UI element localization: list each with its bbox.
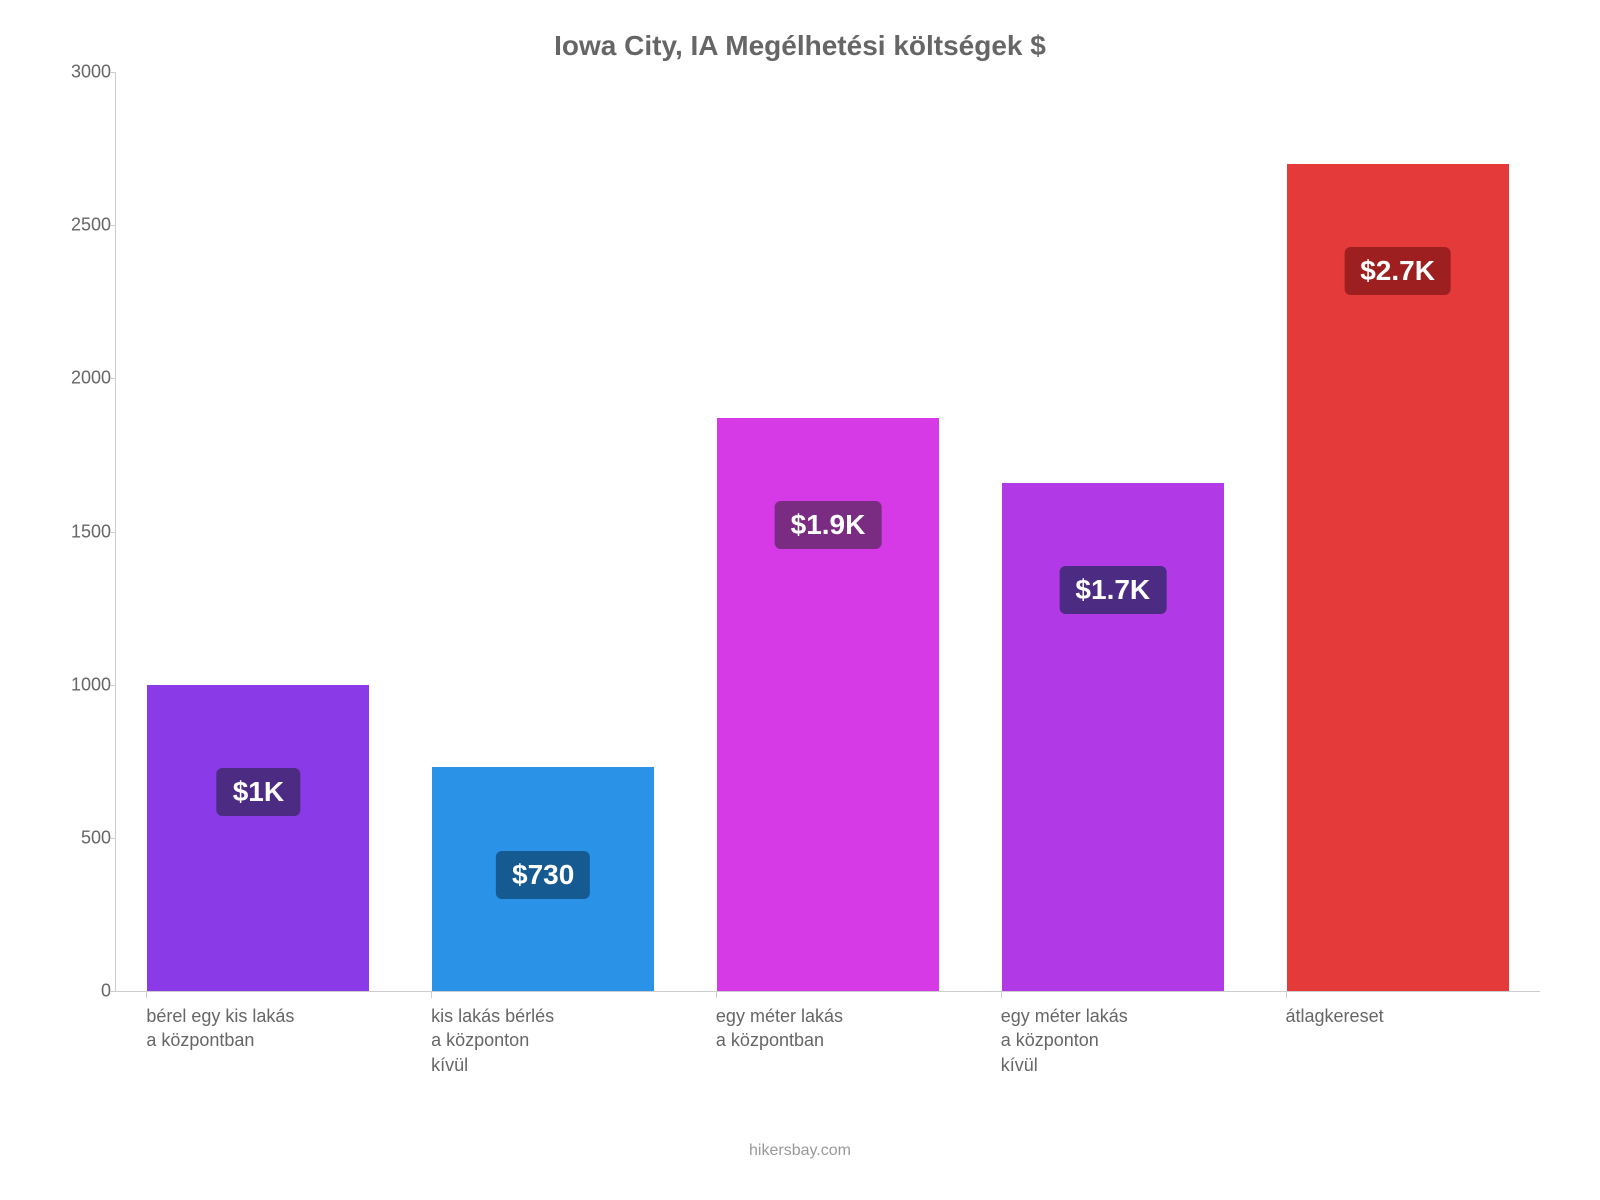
x-tick-label: bérel egy kis lakása központban [146, 1004, 408, 1053]
y-tick-label: 1000 [41, 674, 111, 695]
bar: $1.7K [1002, 483, 1224, 992]
value-badge: $2.7K [1344, 247, 1451, 295]
bar: $1.9K [717, 418, 939, 991]
y-tick-mark [110, 225, 116, 226]
x-tick-mark [146, 992, 147, 998]
bar: $1K [147, 685, 369, 991]
x-axis-labels: bérel egy kis lakása központban kis lakás… [115, 992, 1540, 1122]
x-tick-label: egy méter lakása központban [716, 1004, 978, 1053]
x-tick-mark [431, 992, 432, 998]
x-tick-mark [1001, 992, 1002, 998]
plot-area: 050010001500200025003000$1K$730$1.9K$1.7… [115, 72, 1540, 992]
y-tick-label: 2000 [41, 368, 111, 389]
x-tick-label: egy méter lakása központonkívül [1001, 1004, 1263, 1077]
chart-container: Iowa City, IA Megélhetési költségek $ 0 5… [0, 0, 1600, 1200]
y-tick-label: 3000 [41, 62, 111, 83]
y-tick-mark [110, 532, 116, 533]
bar: $2.7K [1287, 164, 1509, 991]
bar: $730 [432, 767, 654, 991]
value-badge: $1K [217, 768, 300, 816]
value-badge: $730 [496, 851, 590, 899]
y-tick-mark [110, 685, 116, 686]
x-tick-label: átlagkereset [1286, 1004, 1548, 1028]
y-tick-label: 500 [41, 827, 111, 848]
x-tick-label: kis lakás bérlésa központonkívül [431, 1004, 693, 1077]
x-tick-mark [1286, 992, 1287, 998]
chart-title: Iowa City, IA Megélhetési költségek $ [40, 30, 1560, 62]
y-tick-label: 1500 [41, 521, 111, 542]
y-tick-label: 0 [41, 981, 111, 1002]
attribution-text: hikersbay.com [40, 1142, 1560, 1160]
y-tick-mark [110, 378, 116, 379]
y-tick-mark [110, 72, 116, 73]
y-tick-mark [110, 838, 116, 839]
value-badge: $1.9K [775, 501, 882, 549]
y-tick-label: 2500 [41, 215, 111, 236]
value-badge: $1.7K [1059, 566, 1166, 614]
x-tick-mark [716, 992, 717, 998]
